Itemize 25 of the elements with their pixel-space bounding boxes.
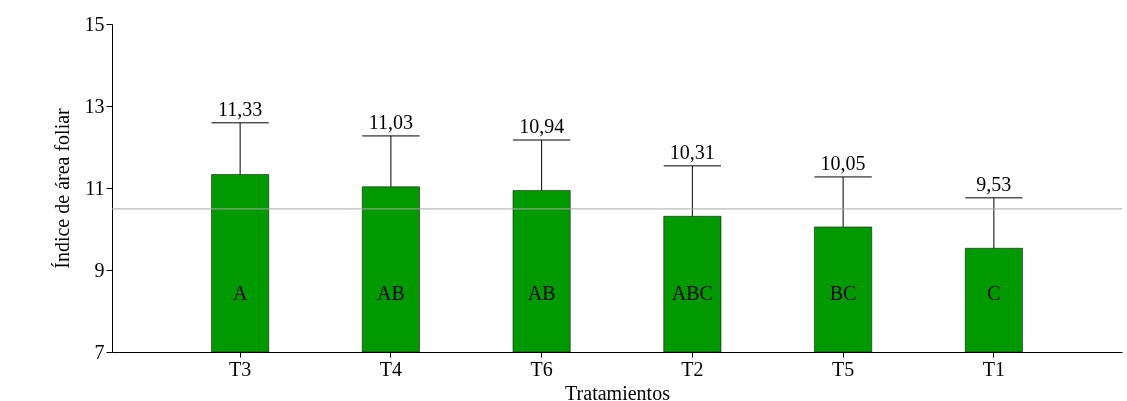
x-axis-title: Tratamientos: [565, 381, 671, 401]
annotation: BC: [829, 282, 857, 304]
y-tick-label: 11: [85, 176, 105, 199]
data-label: 11,03: [368, 110, 414, 133]
annotation: AB: [376, 282, 405, 304]
y-tick-label: 13: [84, 94, 105, 117]
annotation: C: [987, 282, 1001, 304]
y-tick-label: 9: [94, 258, 105, 281]
x-tick-label: T2: [681, 357, 704, 380]
x-tick-label: T1: [982, 357, 1005, 380]
data-label: 9,53: [976, 172, 1012, 195]
annotation: A: [232, 282, 248, 304]
data-label: 10,94: [519, 115, 565, 138]
x-tick-label: T4: [379, 357, 402, 380]
y-axis-title: Índice de área foliar: [50, 107, 73, 269]
x-tick-label: T3: [229, 357, 252, 380]
y-tick-label: 15: [84, 12, 105, 35]
x-tick-label: T5: [832, 357, 855, 380]
x-tick-label: T6: [530, 357, 553, 380]
annotation: AB: [527, 282, 556, 304]
data-label: 10,05: [820, 151, 866, 174]
data-label: 11,33: [218, 97, 263, 120]
data-label: 10,31: [669, 140, 715, 163]
y-tick-label: 7: [94, 340, 105, 363]
annotation: ABC: [671, 282, 713, 304]
